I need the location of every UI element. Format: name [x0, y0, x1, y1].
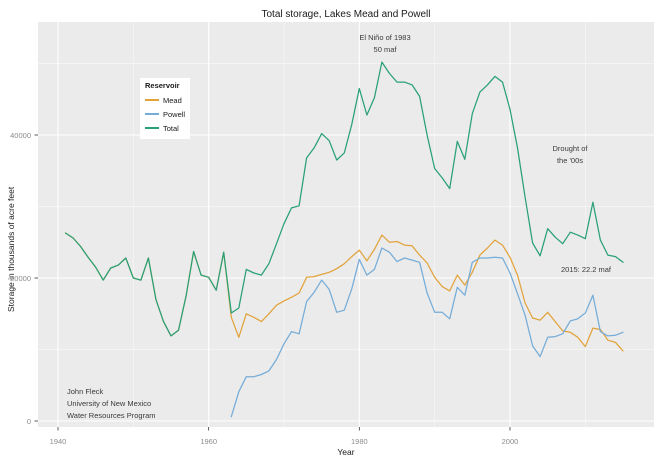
- annotation-2015: 2015: 22.2 maf: [560, 265, 612, 274]
- total-line-swatch: [145, 127, 159, 129]
- mead-line-swatch: [145, 99, 159, 101]
- annotation-el-nino: El Niño of 1983 50 maf: [325, 32, 445, 56]
- chart-title: Total storage, Lakes Mead and Powell: [261, 9, 431, 20]
- y-tick-40000: 40000: [10, 130, 31, 140]
- attribution-line3: Water Resources Program: [67, 411, 156, 420]
- attribution-line2: University of New Mexico: [67, 399, 152, 408]
- x-tick-2000: 2000: [501, 437, 519, 446]
- legend-label-mead: Mead: [163, 95, 182, 105]
- x-tick-1960: 1960: [200, 437, 217, 446]
- annotation-drought-line1: Drought of: [552, 144, 588, 153]
- legend-item-total: Total: [145, 121, 185, 135]
- x-tick-1980: 1980: [350, 437, 368, 446]
- attribution-line1: John Fleck: [67, 387, 104, 396]
- annotation-drought-line2: the '00s: [556, 156, 584, 165]
- legend-title: Reservoir: [145, 81, 180, 90]
- legend-item-powell: Powell: [145, 107, 185, 121]
- annotation-drought: Drought of the '00s: [520, 143, 620, 167]
- y-axis-title: Storage in thousands of acre feet: [6, 186, 16, 312]
- x-tick-1940: 1940: [49, 437, 67, 446]
- annotation-el-nino-line2: 50 maf: [373, 45, 397, 54]
- legend-item-mead: Mead: [145, 93, 185, 107]
- legend-label-total: Total: [163, 123, 179, 133]
- annotation-el-nino-line1: El Niño of 1983: [359, 33, 411, 42]
- attribution: John Fleck University of New Mexico Wate…: [67, 386, 227, 422]
- y-tick-20000: 20000: [10, 273, 31, 283]
- legend: Reservoir Mead Powell Total: [140, 78, 191, 139]
- plot-panel: [38, 22, 654, 427]
- x-axis-title: Year: [337, 447, 355, 457]
- legend-label-powell: Powell: [163, 109, 186, 119]
- series-line-powell: [230, 247, 624, 418]
- y-tick-0: 0: [26, 416, 31, 426]
- series-line-total: [64, 61, 624, 337]
- powell-line-swatch: [145, 113, 159, 115]
